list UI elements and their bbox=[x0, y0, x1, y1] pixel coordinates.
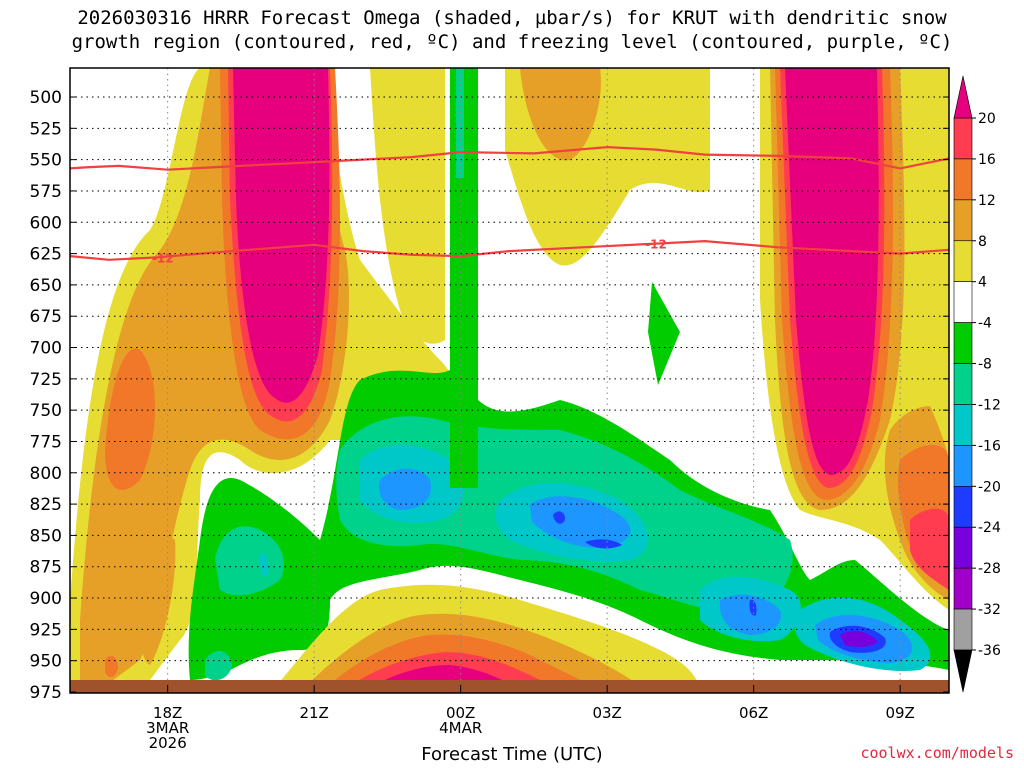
colorbar-label: -20 bbox=[978, 479, 1001, 495]
colorbar: 20 16 12 8 4 -4 -8 -12 -16 -20 -24 -28 -32 -36 bbox=[953, 75, 1001, 693]
omega-shade bbox=[139, 538, 176, 665]
colorbar-bin bbox=[953, 404, 973, 446]
omega-shade bbox=[520, 68, 601, 161]
colorbar-label: -36 bbox=[978, 643, 1001, 659]
colorbar-under-arrow bbox=[953, 649, 973, 693]
title-line2: growth region (contoured, red, ºC) and f… bbox=[71, 31, 953, 53]
y-tick-label: 725 bbox=[30, 370, 62, 390]
omega-shade bbox=[205, 650, 232, 681]
site-credit: coolwx.com/models bbox=[860, 744, 1014, 762]
y-tick-label: 575 bbox=[30, 182, 62, 202]
plot-frame bbox=[69, 67, 950, 694]
contour-dgz bbox=[70, 145, 949, 171]
y-tick-label: 675 bbox=[30, 307, 62, 327]
y-tick-label: 625 bbox=[30, 245, 62, 265]
x-tick-label: 00Z bbox=[446, 704, 475, 722]
colorbar-bin bbox=[953, 445, 973, 487]
colorbar-label: -16 bbox=[978, 438, 1001, 454]
y-tick-label: 500 bbox=[30, 88, 62, 108]
colorbar-label: -24 bbox=[978, 520, 1001, 536]
omega-shade bbox=[719, 594, 781, 635]
title-line1: 2026030316 HRRR Forecast Omega (shaded, … bbox=[77, 7, 947, 29]
colorbar-bin bbox=[953, 608, 973, 651]
colorbar-bin bbox=[953, 281, 973, 323]
omega-shade bbox=[233, 68, 330, 403]
y-tick-label: 750 bbox=[30, 401, 62, 421]
x-tick-label: 4MAR bbox=[439, 719, 482, 737]
omega-shade bbox=[215, 526, 284, 596]
y-tick-label: 550 bbox=[30, 151, 62, 171]
x-tick-label: 21Z bbox=[299, 704, 328, 722]
y-tick-label: 850 bbox=[30, 526, 62, 546]
y-tick-label: 900 bbox=[30, 589, 62, 609]
y-tick-label: 525 bbox=[30, 119, 62, 139]
colorbar-label: -8 bbox=[978, 357, 992, 373]
omega-shade bbox=[456, 68, 464, 178]
y-tick-label: 600 bbox=[30, 213, 62, 233]
colorbar-bin bbox=[953, 322, 973, 364]
omega-shade bbox=[749, 599, 757, 616]
colorbar-over-arrow bbox=[953, 75, 973, 119]
omega-shade bbox=[370, 68, 445, 344]
x-axis-label: Forecast Time (UTC) bbox=[421, 744, 603, 765]
y-axis: 500 525 550 575 600 625 650 675 700 725 750 775 800 8… bbox=[30, 88, 949, 703]
y-tick-label: 775 bbox=[30, 432, 62, 452]
x-tick-label: 03Z bbox=[592, 704, 621, 722]
terrain-edge bbox=[70, 680, 949, 693]
y-tick-label: 950 bbox=[30, 652, 62, 672]
colorbar-label: -12 bbox=[978, 397, 1001, 413]
x-tick-label: 3MAR bbox=[146, 719, 189, 737]
colorbar-label: 20 bbox=[978, 111, 996, 127]
colorbar-label: 12 bbox=[978, 193, 996, 209]
colorbar-label: 4 bbox=[978, 275, 987, 291]
y-tick-label: 650 bbox=[30, 276, 62, 296]
colorbar-bin bbox=[953, 567, 973, 610]
chart-title: 2026030316 HRRR Forecast Omega (shaded, … bbox=[0, 6, 1024, 54]
colorbar-label: -4 bbox=[978, 316, 992, 332]
y-tick-label: 825 bbox=[30, 495, 62, 515]
omega-shade bbox=[105, 348, 155, 490]
colorbar-bin bbox=[953, 199, 973, 242]
x-tick-label: 18Z bbox=[153, 704, 182, 722]
omega-shade bbox=[840, 630, 878, 647]
x-tick-label: 06Z bbox=[739, 704, 768, 722]
colorbar-label: -28 bbox=[978, 561, 1001, 577]
colorbar-label: 16 bbox=[978, 152, 996, 168]
omega-shade bbox=[379, 468, 431, 510]
omega-shading bbox=[70, 68, 949, 693]
y-tick-label: 975 bbox=[30, 683, 62, 703]
contour-label: -12 bbox=[645, 238, 667, 252]
colorbar-label: 8 bbox=[978, 234, 987, 250]
colorbar-label: -32 bbox=[978, 602, 1001, 618]
omega-shade bbox=[900, 330, 949, 460]
y-tick-label: 925 bbox=[30, 620, 62, 640]
x-tick-label: 09Z bbox=[885, 704, 914, 722]
contour-dgz bbox=[70, 239, 949, 261]
plot-area: -12 -12 bbox=[70, 68, 949, 693]
y-tick-label: 875 bbox=[30, 558, 62, 578]
omega-shade bbox=[910, 508, 949, 590]
colorbar-bin bbox=[953, 117, 973, 160]
omega-shade bbox=[553, 511, 566, 524]
colorbar-bin bbox=[953, 486, 973, 528]
omega-shade bbox=[785, 68, 879, 475]
contour-label: -12 bbox=[152, 251, 174, 265]
colorbar-bin bbox=[953, 526, 973, 569]
y-tick-label: 700 bbox=[30, 339, 62, 359]
y-tick-label: 800 bbox=[30, 464, 62, 484]
omega-shade bbox=[585, 539, 622, 549]
colorbar-bin bbox=[953, 363, 973, 405]
colorbar-bin bbox=[953, 158, 973, 201]
x-tick-label: 2026 bbox=[149, 734, 187, 752]
colorbar-bin bbox=[953, 240, 973, 282]
omega-shade bbox=[259, 553, 269, 577]
omega-shade bbox=[648, 282, 680, 385]
